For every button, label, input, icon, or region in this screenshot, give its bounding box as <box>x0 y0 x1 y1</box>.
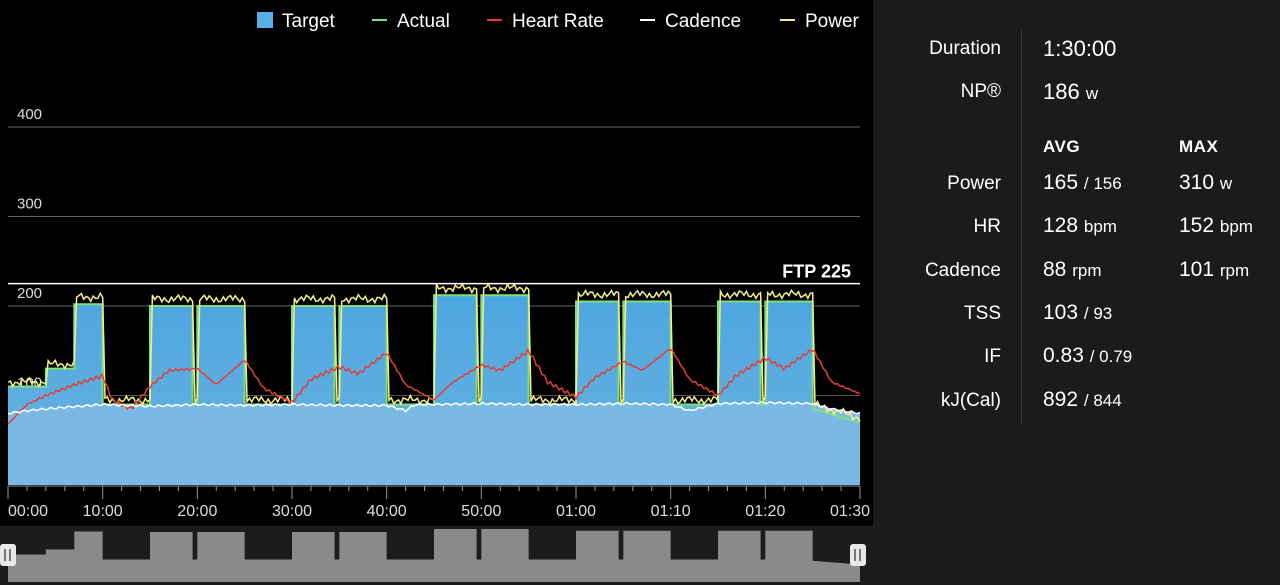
power-max: 310 w <box>1179 171 1232 195</box>
right-handle-grip-icon <box>859 549 861 561</box>
np-label: NP® <box>960 81 1001 102</box>
avg-column-header: AVG <box>1043 137 1081 156</box>
cadence-fill <box>8 402 860 485</box>
kj-extra: / 844 <box>1083 391 1122 410</box>
hr-max-value: 152 <box>1179 214 1215 237</box>
legend-label-heart-rate: Heart Rate <box>512 11 604 32</box>
np-value: 186 w <box>1043 79 1098 105</box>
stats-divider <box>1021 30 1022 425</box>
legend-label-actual: Actual <box>397 11 450 32</box>
hr-avg-value: 128 <box>1043 214 1079 237</box>
y-tick-label-400: 400 <box>17 106 42 123</box>
overview-right-handle[interactable] <box>850 544 866 566</box>
x-tick-label-0000: 00:00 <box>8 503 48 520</box>
legend-label-target: Target <box>282 11 336 32</box>
power-avg-value: 165 <box>1043 171 1079 194</box>
if-value: 0.83 <box>1043 344 1084 367</box>
right-handle-grip-icon <box>854 549 856 561</box>
hr-label: HR <box>973 216 1001 237</box>
cadence-max: 101 rpm <box>1179 258 1249 282</box>
tss-label: TSS <box>964 303 1001 324</box>
max-column-header: MAX <box>1179 137 1219 156</box>
x-tick-label-3000: 30:00 <box>272 503 312 520</box>
legend-label-power: Power <box>805 11 860 32</box>
x-tick-label-0120: 01:20 <box>745 503 785 520</box>
kj-avg: 892 / 844 <box>1043 388 1122 412</box>
x-tick-label-0100: 01:00 <box>556 503 596 520</box>
if-extra: / 0.79 <box>1089 347 1133 366</box>
tss-avg: 103 / 93 <box>1043 301 1112 325</box>
workout-chart: Target Actual Heart Rate Cadence Power 10020… <box>0 11 873 585</box>
x-tick-label-4000: 40:00 <box>367 503 407 520</box>
y-tick-label-300: 300 <box>17 196 42 213</box>
overview-target-profile <box>8 529 860 582</box>
y-tick-label-200: 200 <box>17 285 42 302</box>
hr-avg: 128 bpm <box>1043 214 1117 238</box>
ftp-label: FTP 225 <box>782 262 851 282</box>
left-handle-grip-icon <box>4 549 6 561</box>
cadence-avg: 88 rpm <box>1043 258 1101 282</box>
duration-label: Duration <box>929 38 1001 59</box>
workout-chart-panel: Target Actual Heart Rate Cadence Power 100 20… <box>0 11 873 585</box>
cadence-avg-unit: rpm <box>1072 261 1102 280</box>
x-tick-label-2000: 20:00 <box>177 503 217 520</box>
x-tick-label-1000: 10:00 <box>83 503 123 520</box>
if-avg: 0.83 / 0.79 <box>1043 344 1132 368</box>
cadence-max-value: 101 <box>1179 258 1215 281</box>
cadence-avg-value: 88 <box>1043 258 1067 281</box>
hr-max-unit: bpm <box>1219 217 1253 236</box>
power-avg-extra: / 156 <box>1083 174 1122 193</box>
cadence-line <box>7 401 861 415</box>
x-tick-label-0110: 01:10 <box>651 503 691 520</box>
kj-value: 892 <box>1043 388 1079 411</box>
power-max-unit: w <box>1219 174 1233 193</box>
np-unit: w <box>1085 84 1099 103</box>
left-handle-grip-icon <box>9 549 11 561</box>
tss-extra: / 93 <box>1083 304 1113 323</box>
stats-panel: Duration 1:30:00 NP® 186 w AVG MAX Power… <box>873 0 1280 585</box>
heart-rate-line <box>7 348 861 425</box>
if-label: IF <box>984 346 1001 367</box>
kj-label: kJ(Cal) <box>940 390 1001 411</box>
legend-swatch-target <box>257 12 273 28</box>
power-label: Power <box>947 173 1001 194</box>
hr-max: 152 bpm <box>1179 214 1253 238</box>
cadence-max-unit: rpm <box>1219 261 1250 280</box>
power-max-value: 310 <box>1179 171 1215 194</box>
np-number: 186 <box>1043 79 1080 104</box>
x-tick-label-5000: 50:00 <box>461 503 501 520</box>
hr-avg-unit: bpm <box>1083 217 1117 236</box>
power-avg: 165 / 156 <box>1043 171 1122 195</box>
cadence-label: Cadence <box>924 260 1001 281</box>
overview-left-handle[interactable] <box>0 544 16 566</box>
legend-label-cadence: Cadence <box>665 11 741 32</box>
x-tick-label-0130: 01:30 <box>830 503 870 520</box>
duration-value: 1:30:00 <box>1043 36 1117 61</box>
tss-value: 103 <box>1043 301 1079 324</box>
